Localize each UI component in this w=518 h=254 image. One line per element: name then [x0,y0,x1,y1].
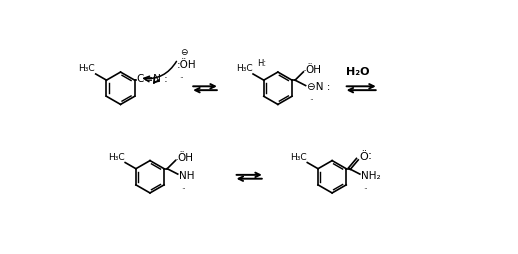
Text: ..: .. [363,182,368,191]
Text: ·: · [368,148,372,161]
Text: ..: .. [179,71,183,80]
Text: Ö: Ö [359,152,368,162]
Text: NH: NH [179,171,195,181]
Text: H₃C: H₃C [290,153,307,162]
Text: ..: .. [309,93,313,102]
Text: C≡N :: C≡N : [137,74,168,84]
Text: ÖH: ÖH [305,65,321,75]
Text: H₃C: H₃C [108,153,124,162]
Text: NH₂: NH₂ [362,171,381,181]
Text: ⊖: ⊖ [180,49,188,57]
Text: ..: .. [181,182,185,191]
Text: ÖH: ÖH [177,153,193,163]
Text: H:: H: [257,59,266,68]
Text: H₃C: H₃C [236,64,252,73]
Text: ..: .. [302,64,307,73]
Text: ..: .. [174,153,179,162]
Text: H₂O: H₂O [346,67,369,77]
Text: H₃C: H₃C [78,64,95,73]
Text: ⊖N :: ⊖N : [307,82,330,92]
Text: ·: · [368,153,372,166]
Text: :ÖH: :ÖH [176,60,196,70]
